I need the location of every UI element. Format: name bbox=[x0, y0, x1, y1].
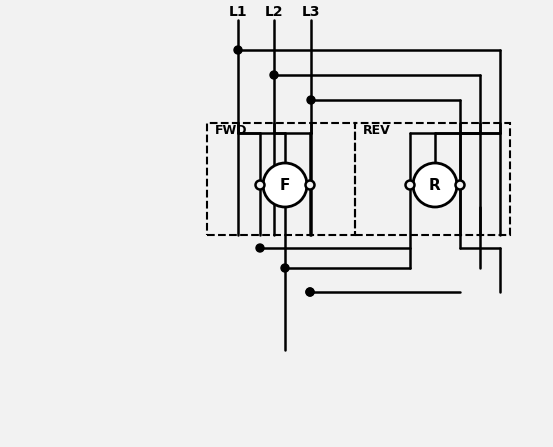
Circle shape bbox=[255, 181, 264, 190]
Circle shape bbox=[413, 163, 457, 207]
Circle shape bbox=[405, 181, 415, 190]
Circle shape bbox=[234, 46, 242, 54]
Circle shape bbox=[456, 181, 465, 190]
Circle shape bbox=[256, 244, 264, 252]
Bar bbox=[207, 123, 355, 235]
Text: R: R bbox=[429, 177, 441, 193]
Text: FWD: FWD bbox=[215, 125, 248, 138]
Circle shape bbox=[306, 288, 314, 296]
Bar bbox=[355, 123, 510, 235]
Text: L2: L2 bbox=[265, 5, 283, 19]
Text: REV: REV bbox=[363, 125, 391, 138]
Circle shape bbox=[270, 71, 278, 79]
Circle shape bbox=[305, 181, 315, 190]
Text: F: F bbox=[280, 177, 290, 193]
Text: L3: L3 bbox=[302, 5, 320, 19]
Circle shape bbox=[281, 264, 289, 272]
Text: L1: L1 bbox=[229, 5, 247, 19]
Circle shape bbox=[306, 288, 314, 296]
Circle shape bbox=[263, 163, 307, 207]
Circle shape bbox=[307, 96, 315, 104]
